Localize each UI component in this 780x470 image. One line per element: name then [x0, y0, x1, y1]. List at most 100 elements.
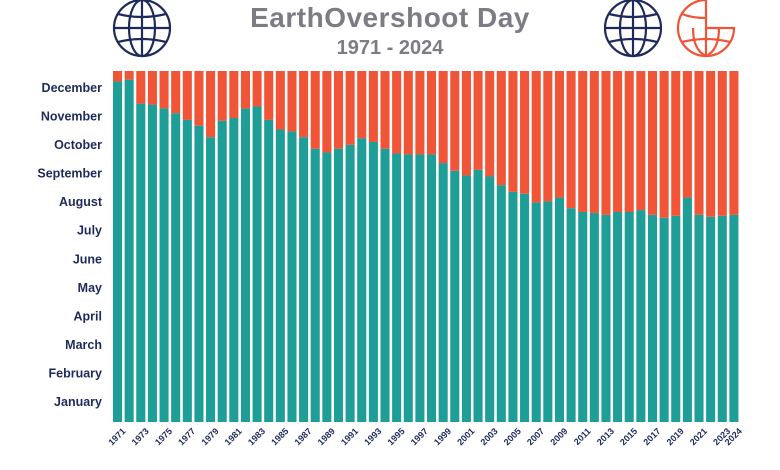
overshoot-bar-1984: [264, 71, 274, 120]
overshoot-bar-2008: [543, 71, 553, 202]
year-label: 2021: [688, 426, 709, 447]
year-label: 1985: [269, 426, 290, 447]
year-label: 1999: [432, 426, 453, 447]
overshoot-bar-2014: [613, 71, 623, 212]
earth-budget-bar-2009: [554, 197, 564, 422]
overshoot-bar-1999: [438, 71, 448, 164]
overshoot-bar-1980: [217, 71, 227, 121]
earth-budget-bar-2020: [682, 197, 692, 422]
month-label: September: [37, 167, 102, 181]
earth-budget-bar-1980: [217, 120, 227, 423]
earth-budget-bar-2024: [729, 214, 739, 422]
overshoot-bar-1986: [287, 71, 297, 132]
year-label: 2003: [479, 426, 500, 447]
overshoot-bar-2010: [566, 71, 576, 209]
overshoot-bar-1985: [275, 71, 285, 130]
earth-budget-bar-2019: [671, 215, 681, 422]
month-label: October: [54, 138, 102, 152]
year-label: 2001: [455, 426, 476, 447]
year-label: 2009: [548, 426, 569, 447]
earth-budget-bar-1978: [194, 125, 204, 422]
earth-budget-bar-1973: [136, 103, 146, 423]
year-label: 1975: [153, 426, 174, 447]
overshoot-bar-1992: [357, 71, 367, 139]
month-label: February: [49, 367, 103, 381]
overshoot-bar-2003: [485, 71, 495, 177]
earth-budget-bar-1996: [403, 154, 413, 422]
earth-budget-bar-2016: [636, 210, 646, 422]
month-label: June: [73, 252, 102, 266]
overshoot-bar-1993: [368, 71, 378, 142]
overshoot-bar-2004: [496, 71, 506, 186]
year-label: 1987: [292, 426, 313, 447]
earth-budget-bar-1979: [206, 137, 216, 423]
earth-budget-bar-2012: [589, 212, 599, 422]
earth-budget-bar-2006: [520, 193, 530, 422]
year-label: 2011: [572, 426, 593, 447]
overshoot-bars: [113, 71, 739, 218]
overshoot-bar-1976: [171, 71, 181, 114]
year-label: 1971: [106, 426, 127, 447]
earth-budget-bar-2018: [659, 217, 669, 422]
earth-budget-bar-1989: [322, 152, 332, 422]
earth-budget-bar-1974: [147, 104, 157, 422]
year-label: 1995: [385, 426, 406, 447]
overshoot-bar-2017: [647, 71, 658, 215]
overshoot-bar-2007: [531, 71, 541, 203]
overshoot-bar-2000: [450, 71, 460, 171]
month-label: December: [42, 81, 103, 95]
overshoot-bar-1971: [113, 71, 123, 82]
earth-budget-bar-2000: [450, 170, 460, 422]
overshoot-bar-2001: [461, 71, 471, 176]
earth-budget-bar-2010: [566, 208, 576, 422]
earth-budget-bar-2011: [578, 211, 588, 422]
month-label: November: [41, 110, 102, 124]
earth-budget-bar-1986: [287, 131, 297, 423]
overshoot-bar-2006: [520, 71, 530, 194]
globe-icon: [603, 0, 663, 58]
earth-budget-bar-1971: [113, 81, 123, 423]
overshoot-bar-1974: [147, 71, 157, 105]
year-label: 2015: [618, 426, 639, 447]
overshoot-bar-1994: [380, 71, 390, 149]
month-label: January: [54, 395, 102, 409]
month-label: July: [77, 224, 102, 238]
overshoot-bar-2018: [659, 71, 669, 218]
year-label: 2017: [641, 426, 662, 447]
overshoot-bar-1983: [252, 71, 262, 107]
overshoot-bar-1975: [159, 71, 169, 109]
overshoot-bar-1987: [299, 71, 309, 138]
earth-budget-bar-1990: [333, 148, 344, 422]
year-label: 2019: [665, 426, 686, 447]
earth-budget-bar-2022: [706, 216, 716, 422]
y-axis-month-labels: January February March April May June July Augu…: [37, 81, 102, 409]
overshoot-bar-2024: [729, 71, 739, 215]
earth-budget-bar-1988: [310, 148, 320, 422]
earth-budget-bar-2023: [717, 215, 727, 422]
earth-budget-bar-1998: [427, 154, 437, 422]
earth-budget-bar-1999: [438, 163, 448, 422]
year-label: 1993: [362, 426, 383, 447]
earth-budget-bar-1985: [275, 129, 285, 422]
earth-budget-bar-2015: [624, 211, 634, 422]
year-label: 1977: [176, 426, 197, 447]
earth-budget-bar-1982: [240, 108, 250, 423]
overshoot-bar-1996: [403, 71, 413, 155]
earth-budget-bar-1983: [252, 106, 262, 422]
overshoot-bar-2020: [682, 71, 692, 198]
earth-budget-bar-2007: [531, 202, 541, 422]
overshoot-bar-1972: [124, 71, 134, 80]
earth-budget-bar-2001: [461, 175, 471, 422]
overshoot-bar-1988: [310, 71, 320, 149]
earth-budget-bar-2014: [613, 211, 623, 422]
month-label: May: [78, 281, 102, 295]
earth-budget-bar-1972: [124, 79, 134, 422]
overshoot-bar-2002: [473, 71, 483, 170]
earth-budget-bar-1993: [368, 141, 378, 422]
earth-budget-bar-1975: [159, 108, 169, 423]
earth-budget-bar-1992: [357, 138, 367, 422]
overshoot-bar-2019: [671, 71, 681, 216]
earth-budget-bar-1984: [264, 119, 274, 422]
month-label: August: [59, 195, 103, 209]
